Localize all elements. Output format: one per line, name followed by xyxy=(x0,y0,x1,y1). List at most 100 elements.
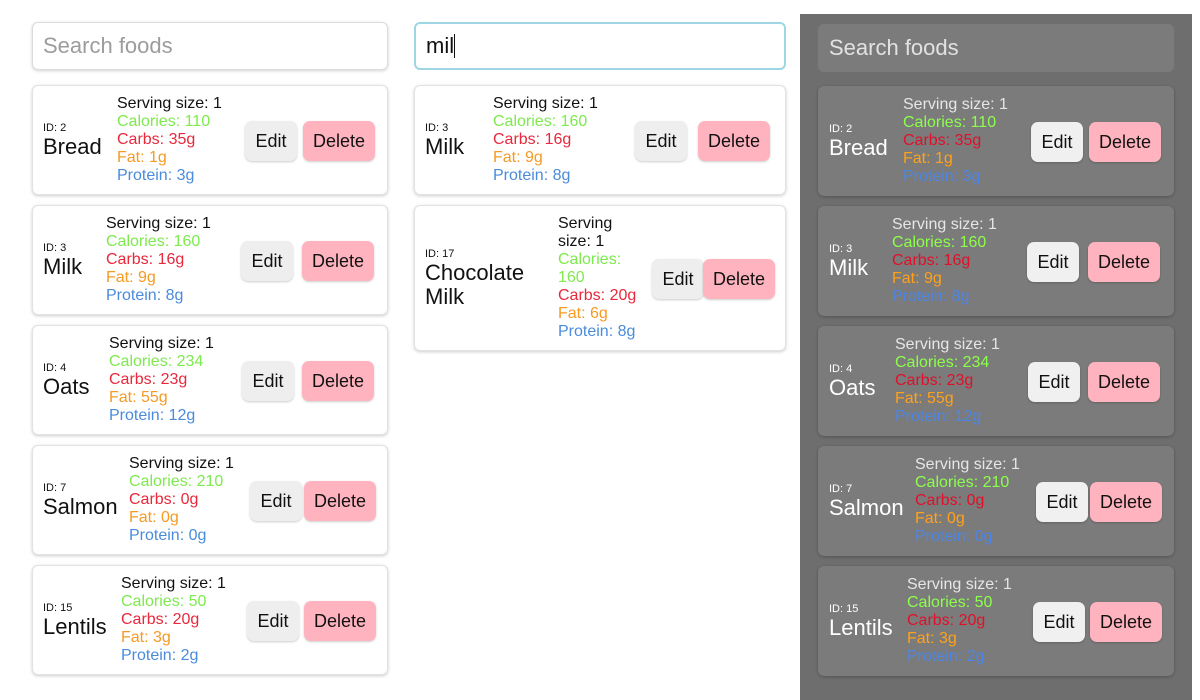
protein: Protein: 0g xyxy=(915,528,993,545)
serving-size: Serving size: 1 xyxy=(106,215,211,232)
fat: Fat: 3g xyxy=(907,630,957,647)
food-id: ID: 7 xyxy=(829,482,853,495)
calories: Calories: 210 xyxy=(129,473,224,490)
edit-button[interactable]: Edit xyxy=(250,481,302,521)
delete-button[interactable]: Delete xyxy=(698,121,770,161)
protein: Protein: 12g xyxy=(109,407,196,424)
search-input[interactable] xyxy=(829,35,1163,61)
food-card-milk: ID: 3 Milk Serving size: 1 Calories: 160 … xyxy=(414,85,786,195)
food-card-salmon: ID: 7 Salmon Serving size: 1 Calories: 21… xyxy=(818,446,1174,556)
delete-button[interactable]: Delete xyxy=(302,361,374,401)
serving-size: Serving size: 1 xyxy=(121,575,226,592)
food-name: Lentils xyxy=(43,613,107,639)
food-name: Oats xyxy=(43,373,90,399)
carbs: Carbs: 0g xyxy=(129,491,199,508)
search-input-box[interactable] xyxy=(32,22,388,70)
serving-size-line-1: Serving xyxy=(558,215,613,232)
serving-size: Serving size: 1 xyxy=(892,216,997,233)
delete-button[interactable]: Delete xyxy=(304,481,376,521)
edit-button[interactable]: Edit xyxy=(1033,602,1085,642)
delete-button[interactable]: Delete xyxy=(1088,362,1160,402)
edit-button[interactable]: Edit xyxy=(1027,242,1079,282)
food-list-panel-filtered: mil ID: 3 Milk Serving size: 1 Calories: … xyxy=(400,0,800,700)
protein: Protein: 12g xyxy=(895,408,982,425)
search-input[interactable] xyxy=(43,33,377,59)
delete-button[interactable]: Delete xyxy=(1088,242,1160,282)
edit-button[interactable]: Edit xyxy=(1031,122,1083,162)
delete-button[interactable]: Delete xyxy=(302,241,374,281)
carbs: Carbs: 0g xyxy=(915,492,985,509)
edit-button[interactable]: Edit xyxy=(635,121,687,161)
fat: Fat: 9g xyxy=(106,269,156,286)
serving-size: Serving size: 1 xyxy=(493,95,598,112)
delete-button[interactable]: Delete xyxy=(1089,122,1161,162)
calories: Calories: 160 xyxy=(892,234,987,251)
fat: Fat: 1g xyxy=(117,149,167,166)
serving-size-line-2: size: 1 xyxy=(558,233,605,250)
protein: Protein: 2g xyxy=(121,647,199,664)
carbs: Carbs: 35g xyxy=(903,132,982,149)
delete-button[interactable]: Delete xyxy=(304,601,376,641)
food-id: ID: 2 xyxy=(829,122,853,135)
food-card-milk: ID: 3 Milk Serving size: 1 Calories: 160 … xyxy=(818,206,1174,316)
calories: Calories: 50 xyxy=(907,594,993,611)
calories: Calories: 160 xyxy=(493,113,588,130)
food-name: Oats xyxy=(829,374,876,400)
food-card-chocolate-milk: ID: 17 Chocolate Milk Serving size: 1 Ca… xyxy=(414,205,786,351)
edit-button[interactable]: Edit xyxy=(1036,482,1088,522)
edit-button[interactable]: Edit xyxy=(242,361,294,401)
serving-size: Serving size: 1 xyxy=(109,335,214,352)
delete-button[interactable]: Delete xyxy=(1090,602,1162,642)
fat: Fat: 3g xyxy=(121,629,171,646)
protein: Protein: 0g xyxy=(129,527,207,544)
protein: Protein: 8g xyxy=(106,287,184,304)
fat: Fat: 9g xyxy=(892,270,942,287)
food-name: Bread xyxy=(43,133,102,159)
food-name: Milk xyxy=(43,253,83,279)
calories: Calories: 110 xyxy=(903,114,997,131)
food-name: Bread xyxy=(829,134,888,160)
food-id: ID: 3 xyxy=(829,242,853,255)
food-name: Lentils xyxy=(829,614,893,640)
delete-button[interactable]: Delete xyxy=(303,121,375,161)
serving-size: Serving size: 1 xyxy=(895,336,1000,353)
protein: Protein: 8g xyxy=(493,167,571,184)
fat: Fat: 0g xyxy=(915,510,965,527)
edit-button[interactable]: Edit xyxy=(241,241,293,281)
food-id: ID: 4 xyxy=(829,362,853,375)
search-query[interactable]: mil xyxy=(426,33,455,58)
carbs: Carbs: 20g xyxy=(907,612,986,629)
carbs: Carbs: 35g xyxy=(117,131,196,148)
food-name: Milk xyxy=(829,254,869,280)
protein: Protein: 3g xyxy=(903,168,981,185)
text-caret xyxy=(454,34,456,58)
fat: Fat: 1g xyxy=(903,150,953,167)
food-name: Milk xyxy=(425,133,465,159)
search-input-box[interactable] xyxy=(818,24,1174,72)
serving-size: Serving size: 1 xyxy=(117,95,222,112)
search-input-box[interactable]: mil xyxy=(414,22,786,70)
food-id: ID: 2 xyxy=(43,121,67,134)
food-name: Salmon xyxy=(43,493,118,519)
fat: Fat: 0g xyxy=(129,509,179,526)
edit-button[interactable]: Edit xyxy=(652,259,704,299)
edit-button[interactable]: Edit xyxy=(1028,362,1080,402)
food-card-bread: ID: 2 Bread Serving size: 1 Calories: 110… xyxy=(32,85,388,195)
calories: Calories: 160 xyxy=(106,233,201,250)
delete-button[interactable]: Delete xyxy=(703,259,775,299)
delete-button[interactable]: Delete xyxy=(1090,482,1162,522)
food-id: ID: 3 xyxy=(425,121,449,134)
carbs: Carbs: 16g xyxy=(106,251,185,268)
fat: Fat: 55g xyxy=(895,390,954,407)
food-id: ID: 17 xyxy=(425,247,455,260)
fat: Fat: 55g xyxy=(109,389,168,406)
edit-button[interactable]: Edit xyxy=(247,601,299,641)
food-id: ID: 15 xyxy=(829,602,859,615)
edit-button[interactable]: Edit xyxy=(245,121,297,161)
serving-size: Serving size: 1 xyxy=(903,96,1008,113)
food-card-oats: ID: 4 Oats Serving size: 1 Calories: 234 … xyxy=(818,326,1174,436)
carbs: Carbs: 20g xyxy=(121,611,200,628)
protein: Protein: 8g xyxy=(892,288,970,305)
calories: Calories: 50 xyxy=(121,593,207,610)
